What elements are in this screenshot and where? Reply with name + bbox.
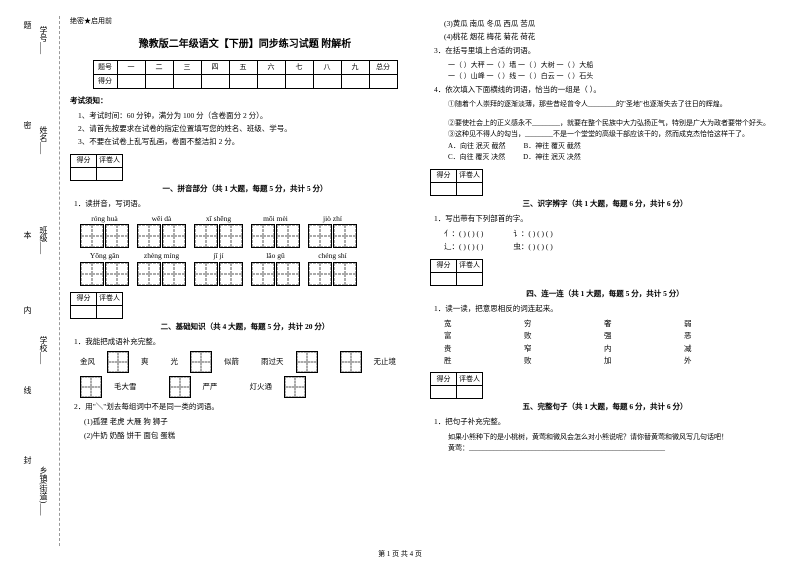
radical-row: 亻：( ) ( ) ( )讠：( ) ( ) ( ): [444, 228, 780, 239]
option-row: C．向往 覆灭 决然D．神往 泯灭 决然: [448, 152, 780, 163]
seal-mark: 密: [22, 121, 33, 129]
notice-item: 2、请首先按要求在试卷的指定位置填写您的姓名、班级、学号。: [78, 123, 420, 134]
notice-title: 考试须知：: [70, 95, 420, 106]
scorer-box: 得分评卷人: [70, 154, 123, 181]
match-row: 胜败加外: [444, 355, 780, 366]
match-row: 贵窄内减: [444, 343, 780, 354]
seal-mark: 本: [22, 231, 33, 239]
group-item: (2)牛奶 奶酪 饼干 面包 蛋糕: [84, 430, 420, 441]
q4-stem: 4．依次填入下面横线的词语，恰当的一组是（ ）。: [434, 84, 780, 95]
th: 四: [201, 60, 229, 74]
row-label: 得分: [93, 74, 117, 88]
fill-row: 毛大雪 严严 灯火通: [80, 376, 420, 398]
fill-line: 一（ ）大秤 一（ ）墙 一（ ）大树 一（ ）大船: [448, 60, 780, 71]
seal-mark: 线: [22, 386, 33, 394]
scorer-box: 得分评卷人: [430, 259, 483, 286]
q2-2-stem: 2．用"＼"划去每组词中不是同一类的词语。: [74, 401, 420, 412]
notice-item: 1、考试时间：60 分钟，满分为 100 分（含卷面分 2 分）。: [78, 110, 420, 121]
page-content: 绝密★启用前 豫教版二年级语文【下册】同步练习试题 附解析 题号 一 二 三 四…: [70, 16, 780, 455]
th: 总分: [369, 60, 397, 74]
pinyin: xī shēng: [194, 213, 243, 224]
score-table: 题号 一 二 三 四 五 六 七 八 九 总分 得分: [93, 60, 398, 89]
sidebar-field-name: 姓名___: [38, 126, 49, 154]
th: 题号: [93, 60, 117, 74]
pinyin: jī jí: [194, 250, 243, 261]
th: 八: [313, 60, 341, 74]
q4-line: ①随着个人崇拜的逐渐淡薄，那些昔经曾令人________的"圣地"也逐渐失去了往…: [448, 99, 780, 110]
fill-line: 一（ ）山峰 一（ ）线 一（ ）白云 一（ ）石头: [448, 71, 780, 82]
group-item: (3)黄瓜 南瓜 冬瓜 西瓜 苦瓜: [444, 18, 780, 29]
binding-sidebar: 学号___ 姓名___ 班级___ 学校___ 乡镇(街道)___ 题 密 本 …: [20, 16, 60, 546]
th: 九: [341, 60, 369, 74]
th: 五: [229, 60, 257, 74]
pinyin: chéng shí: [308, 250, 357, 261]
q5-line: 黄莺：_____________________________________…: [448, 443, 780, 454]
scorer-box: 得分评卷人: [70, 292, 123, 319]
section-1-title: 一、拼音部分（共 1 大题，每题 5 分，共计 5 分）: [70, 183, 420, 194]
q3-stem: 3．在括号里填上合适的词语。: [434, 45, 780, 56]
scorer-box: 得分评卷人: [430, 372, 483, 399]
seal-mark: 题: [22, 21, 33, 29]
scorer-box: 得分评卷人: [430, 169, 483, 196]
th: 六: [257, 60, 285, 74]
th: 七: [285, 60, 313, 74]
section-3-title: 三、识字辨字（共 1 大题，每题 6 分，共计 6 分）: [430, 198, 780, 209]
pinyin-row-1: róng huà wěi dà xī shēng mōi mèi jiò zhí: [80, 213, 420, 248]
pinyin: wěi dà: [137, 213, 186, 224]
q4-line: ③这种见不得人的勾当，________不是一个堂堂的高级干部应该干的，然而成克杰…: [448, 129, 780, 140]
th: 三: [173, 60, 201, 74]
section-2-title: 二、基础知识（共 4 大题，每题 5 分，共计 20 分）: [70, 321, 420, 332]
pinyin: lǎo gǔ: [251, 250, 300, 261]
right-column: (3)黄瓜 南瓜 冬瓜 西瓜 苦瓜 (4)桃花 烟花 梅花 菊花 荷花 3．在括…: [430, 16, 780, 455]
q4-line: ②要使社会上的正义感永不________，就要在整个民族中大力弘扬正气，特别是广…: [448, 118, 780, 129]
q5-line: 如果小熊种下的是小桃树，黄莺和微风会怎么对小熊说呢？请你替黄莺和微风写几句话吧！: [448, 432, 780, 443]
sidebar-field-town: 乡镇(街道)___: [38, 466, 49, 515]
th: 一: [117, 60, 145, 74]
match-row: 宽穷奢弱: [444, 318, 780, 329]
pinyin: róng huà: [80, 213, 129, 224]
confidential-label: 绝密★启用前: [70, 16, 420, 27]
fill-row: 金风爽 光似箭 雨过天 无止境: [80, 351, 420, 373]
seal-mark: 内: [22, 306, 33, 314]
exam-title: 豫教版二年级语文【下册】同步练习试题 附解析: [70, 37, 420, 52]
q2-1-stem: 1．我能把成语补充完整。: [74, 336, 420, 347]
pinyin: mōi mèi: [251, 213, 300, 224]
group-item: (4)桃花 烟花 梅花 菊花 荷花: [444, 31, 780, 42]
q3-1-stem: 1．写出带有下列部首的字。: [434, 213, 780, 224]
sidebar-field-school: 学校___: [38, 336, 49, 364]
q4-1-stem: 1．读一读，把意思相反的词连起来。: [434, 303, 780, 314]
seal-mark: 封: [22, 456, 33, 464]
section-5-title: 五、完整句子（共 1 大题，每题 6 分，共计 6 分）: [430, 401, 780, 412]
option-row: A．向往 泯灭 截然B．神往 覆灭 截然: [448, 141, 780, 152]
pinyin-row-2: Yōng gǎn zhèng míng jī jí lǎo gǔ chéng s…: [80, 250, 420, 285]
q1-stem: 1．读拼音，写词语。: [74, 198, 420, 209]
page-footer: 第 1 页 共 4 页: [0, 549, 800, 559]
match-row: 富败强恶: [444, 330, 780, 341]
sidebar-field-id: 学号___: [38, 26, 49, 54]
th: 二: [145, 60, 173, 74]
pinyin: Yōng gǎn: [80, 250, 129, 261]
pinyin: jiò zhí: [308, 213, 357, 224]
sidebar-field-class: 班级___: [38, 226, 49, 254]
radical-row: 辶：( ) ( ) ( )虫：( ) ( ) ( ): [444, 241, 780, 252]
left-column: 绝密★启用前 豫教版二年级语文【下册】同步练习试题 附解析 题号 一 二 三 四…: [70, 16, 420, 455]
pinyin: zhèng míng: [137, 250, 186, 261]
section-4-title: 四、连一连（共 1 大题，每题 5 分，共计 5 分）: [430, 288, 780, 299]
group-item: (1)孤狸 老虎 大雁 狗 狮子: [84, 416, 420, 427]
notice-item: 3、不要在试卷上乱写乱画，卷面不整洁扣 2 分。: [78, 136, 420, 147]
q5-1-stem: 1．把句子补充完整。: [434, 416, 780, 427]
